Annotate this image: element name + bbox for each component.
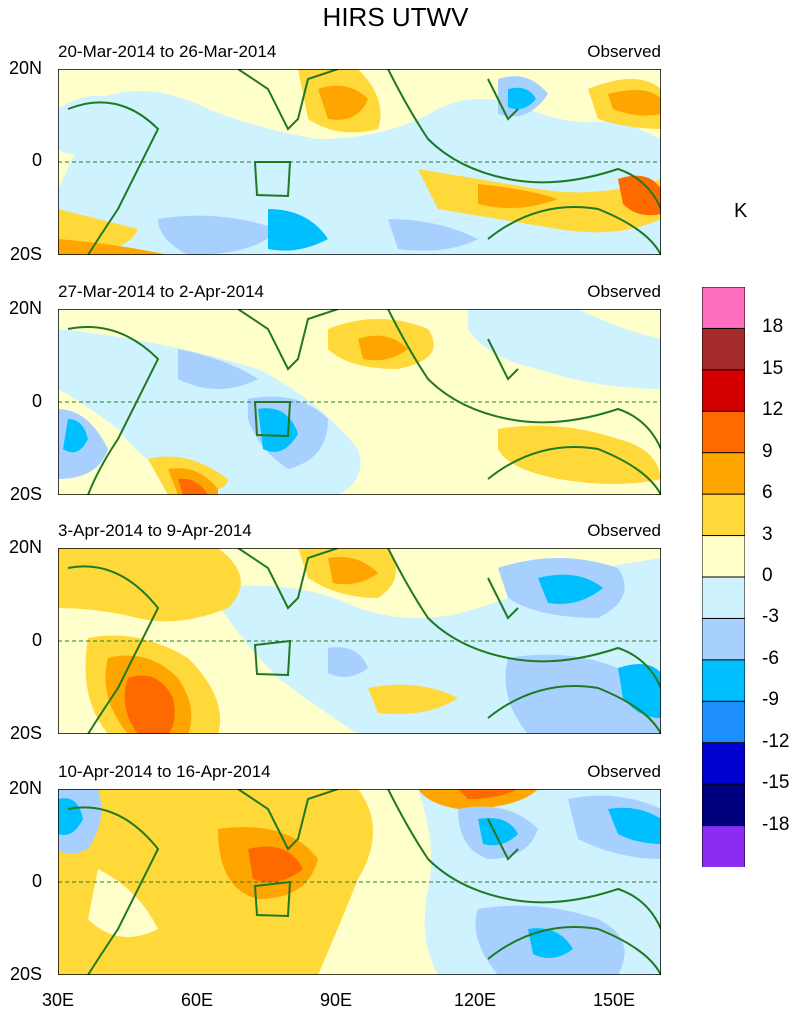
- panel-3-lat-20s: 20S: [9, 723, 42, 743]
- lon-label-60e: 60E: [180, 990, 214, 1010]
- panel-4-lat-20n: 20N: [8, 778, 42, 798]
- panel-2-label: Observed: [587, 282, 661, 301]
- colorbar-tick-label: -12: [762, 730, 790, 752]
- map-panel-4: [58, 789, 661, 975]
- colorbar-tick-label: 6: [762, 482, 773, 504]
- colorbar-swatch: [702, 535, 745, 579]
- map-panel-1: [58, 69, 661, 255]
- panel-2-lat-20s: 20S: [9, 484, 42, 504]
- panel-4-label: Observed: [587, 762, 661, 781]
- panel-1-asia-coast: [387, 69, 661, 210]
- panel-4-period: 10-Apr-2014 to 16-Apr-2014: [58, 762, 271, 781]
- map-panel-3: [58, 548, 661, 734]
- colorbar-swatch: [702, 410, 745, 454]
- panel-3-period: 3-Apr-2014 to 9-Apr-2014: [58, 521, 252, 540]
- lon-label-30e: 30E: [41, 990, 75, 1010]
- panel-1-label: Observed: [587, 42, 661, 61]
- panel-1-india-coast: [237, 69, 339, 131]
- colorbar-swatch: [702, 617, 745, 661]
- colorbar-tick-label: -6: [762, 647, 779, 669]
- lon-label-120e: 120E: [453, 990, 497, 1010]
- colorbar-tick-label: 12: [762, 399, 784, 421]
- colorbar-swatch: [702, 700, 745, 744]
- panel-2-lat-20n: 20N: [8, 298, 42, 318]
- colorbar-swatch: [702, 493, 745, 537]
- colorbar: [702, 287, 745, 867]
- colorbar-unit: K: [734, 200, 748, 222]
- colorbar-swatch: [702, 659, 745, 703]
- lon-label-90e: 90E: [319, 990, 353, 1010]
- panel-1-lat-20n: 20N: [8, 58, 42, 78]
- colorbar-swatch: [702, 825, 745, 867]
- panel-1-africa-coast: [67, 101, 160, 255]
- colorbar-swatch: [702, 783, 745, 827]
- panel-4-lat-20s: 20S: [9, 964, 42, 984]
- colorbar-swatch: [702, 327, 745, 371]
- colorbar-tick-label: -9: [762, 689, 779, 711]
- panel-3-label: Observed: [587, 521, 661, 540]
- lon-label-150e: 150E: [592, 990, 636, 1010]
- colorbar-tick-label: -3: [762, 606, 779, 628]
- colorbar-swatch: [702, 576, 745, 620]
- panel-4-lat-0: 0: [31, 871, 42, 891]
- panel-1-lat-20s: 20S: [9, 244, 42, 264]
- panel-1-period: 20-Mar-2014 to 26-Mar-2014: [58, 42, 277, 61]
- chart-title: HIRS UTWV: [322, 2, 469, 32]
- colorbar-tick-label: 15: [762, 357, 784, 379]
- panel-1-target-box: [253, 161, 292, 198]
- colorbar-swatch: [702, 452, 745, 496]
- colorbar-swatch: [702, 369, 745, 413]
- colorbar-tick-label: 9: [762, 440, 773, 462]
- colorbar-tick-label: -18: [762, 813, 790, 835]
- panel-2-period: 27-Mar-2014 to 2-Apr-2014: [58, 282, 265, 301]
- panel-1-australia-coast: [487, 206, 661, 255]
- panel-3-lat-20n: 20N: [8, 537, 42, 557]
- panel-1-lat-0: 0: [31, 150, 42, 170]
- colorbar-swatch: [702, 287, 745, 330]
- map-panel-2: [58, 309, 661, 495]
- colorbar-tick-label: 3: [762, 523, 773, 545]
- panel-3-lat-0: 0: [31, 630, 42, 650]
- colorbar-tick-label: 18: [762, 316, 784, 338]
- colorbar-swatch: [702, 742, 745, 786]
- panel-2-lat-0: 0: [31, 391, 42, 411]
- colorbar-tick-label: 0: [762, 565, 773, 586]
- colorbar-tick-label: -15: [762, 772, 790, 794]
